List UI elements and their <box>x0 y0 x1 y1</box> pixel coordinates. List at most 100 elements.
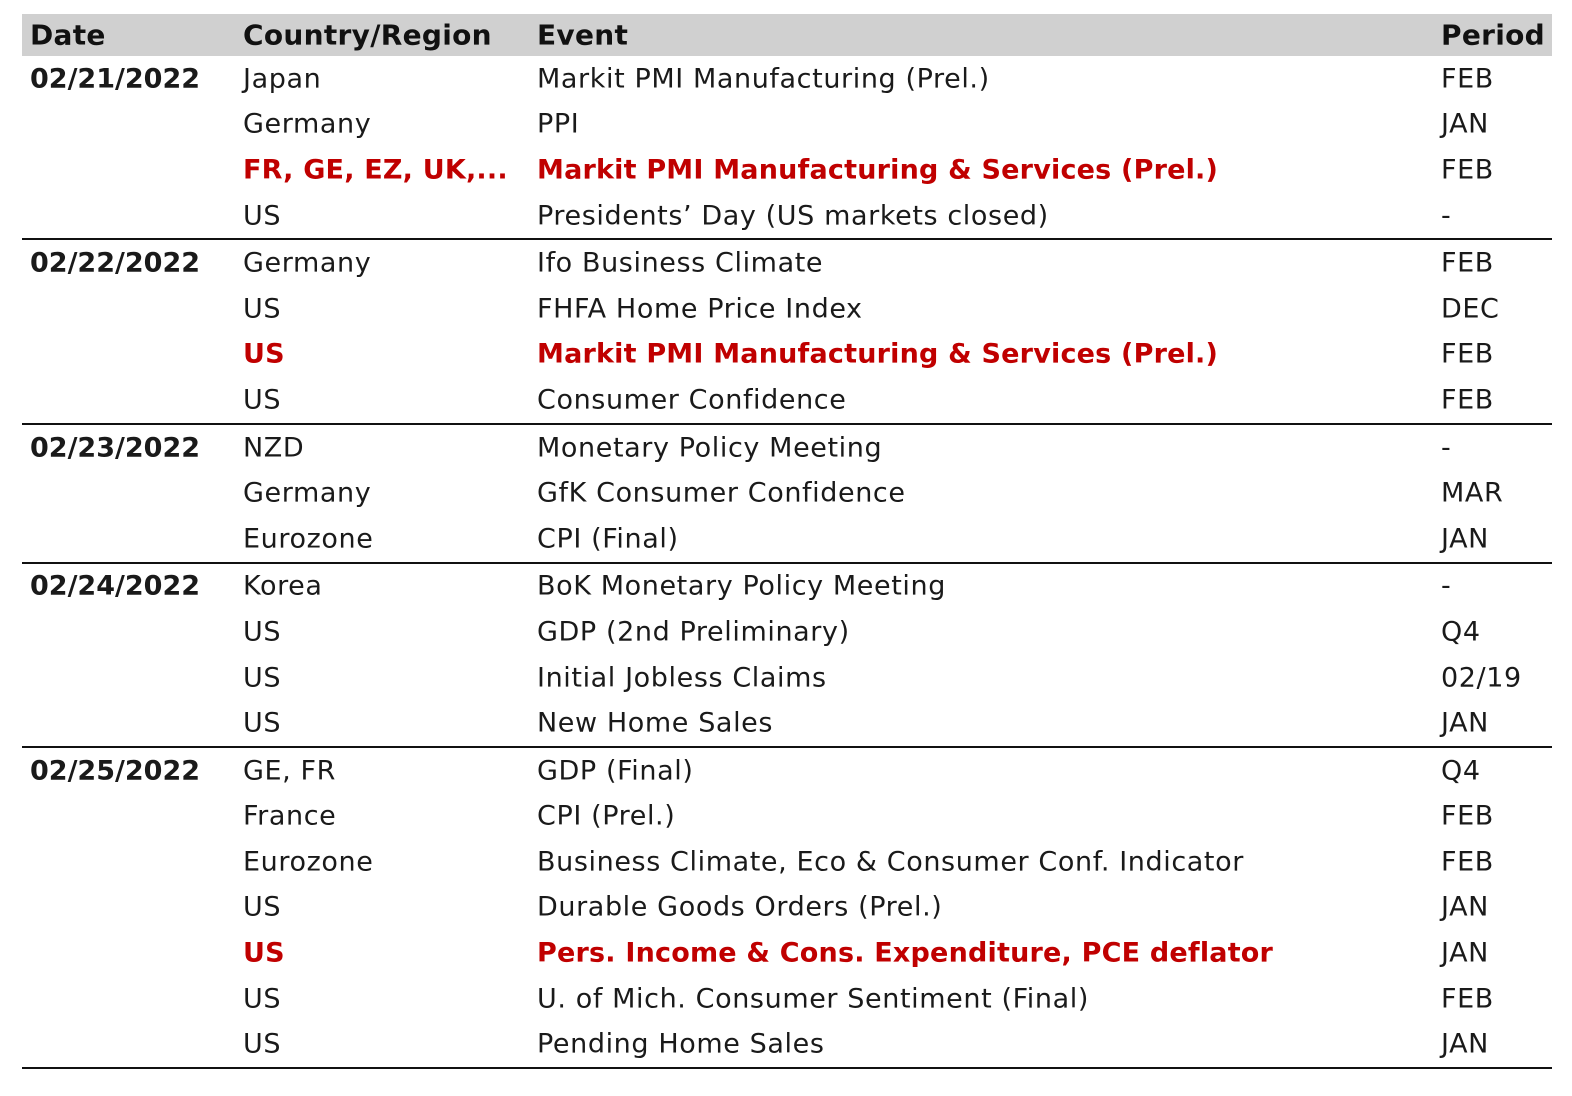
period-cell: JAN <box>1441 707 1489 739</box>
period-cell: DEC <box>1441 293 1500 325</box>
period-cell: JAN <box>1441 891 1489 923</box>
table-row: 02/21/2022 Japan Markit PMI Manufacturing … <box>22 56 1552 102</box>
event-cell: GDP (2nd Preliminary) <box>537 616 850 648</box>
event-cell: Markit PMI Manufacturing (Prel.) <box>537 63 990 95</box>
event-cell: Durable Goods Orders (Prel.) <box>537 891 943 923</box>
table-row: US Pending Home Sales JAN <box>22 1021 1552 1067</box>
event-cell: Monetary Policy Meeting <box>537 432 883 464</box>
period-cell: Q4 <box>1441 755 1481 787</box>
country-cell: France <box>243 800 337 832</box>
table-row: 02/22/2022 Germany Ifo Business Climate FEB <box>22 240 1552 286</box>
table-row: US Presidents’ Day (US markets closed) - <box>22 193 1552 239</box>
country-cell: US <box>243 1028 282 1060</box>
header-event: Event <box>537 18 629 52</box>
period-cell: JAN <box>1441 108 1489 140</box>
event-cell: Initial Jobless Claims <box>537 662 827 694</box>
event-cell: Pending Home Sales <box>537 1028 825 1060</box>
event-cell: Consumer Confidence <box>537 384 847 416</box>
period-cell: FEB <box>1441 247 1494 279</box>
event-cell: CPI (Final) <box>537 523 679 555</box>
event-cell: GfK Consumer Confidence <box>537 477 906 509</box>
header-date: Date <box>30 18 106 52</box>
country-cell: Germany <box>243 108 372 140</box>
country-cell: Germany <box>243 247 372 279</box>
date-cell: 02/25/2022 <box>30 755 201 787</box>
table-row: US Initial Jobless Claims 02/19 <box>22 655 1552 701</box>
country-cell: Korea <box>243 570 323 602</box>
period-cell: - <box>1441 432 1452 464</box>
date-group: 02/25/2022 GE, FR GDP (Final) Q4 France CPI (… <box>22 748 1552 1070</box>
event-cell: PPI <box>537 108 580 140</box>
event-cell: GDP (Final) <box>537 755 694 787</box>
period-cell: - <box>1441 200 1452 232</box>
table-row: US FHFA Home Price Index DEC <box>22 286 1552 332</box>
period-cell: FEB <box>1441 338 1494 370</box>
table-body: 02/21/2022 Japan Markit PMI Manufacturing … <box>22 56 1552 1070</box>
event-cell: FHFA Home Price Index <box>537 293 863 325</box>
period-cell: FEB <box>1441 846 1494 878</box>
table-row: US Pers. Income & Cons. Expenditure, PCE … <box>22 930 1552 976</box>
table-row: US Markit PMI Manufacturing & Services (P… <box>22 332 1552 378</box>
period-cell: FEB <box>1441 800 1494 832</box>
period-cell: FEB <box>1441 154 1494 186</box>
date-group: 02/24/2022 Korea BoK Monetary Policy Meeti… <box>22 564 1552 748</box>
date-group: 02/23/2022 NZD Monetary Policy Meeting - Ger… <box>22 425 1552 564</box>
country-cell: US <box>243 937 285 969</box>
event-cell: U. of Mich. Consumer Sentiment (Final) <box>537 983 1089 1015</box>
table-row: FR, GE, EZ, UK,... Markit PMI Manufacturi… <box>22 147 1552 193</box>
period-cell: FEB <box>1441 983 1494 1015</box>
country-cell: US <box>243 707 282 739</box>
country-cell: FR, GE, EZ, UK,... <box>243 154 508 186</box>
table-row: 02/24/2022 Korea BoK Monetary Policy Meeti… <box>22 564 1552 610</box>
event-cell: BoK Monetary Policy Meeting <box>537 570 946 602</box>
economic-calendar-table: Date Country/Region Event Period 02/21/2… <box>22 14 1552 1070</box>
date-group: 02/22/2022 Germany Ifo Business Climate FEB… <box>22 240 1552 425</box>
table-row: Eurozone CPI (Final) JAN <box>22 516 1552 562</box>
country-cell: NZD <box>243 432 305 464</box>
period-cell: - <box>1441 570 1452 602</box>
table-row: US New Home Sales JAN <box>22 700 1552 746</box>
table-row: US GDP (2nd Preliminary) Q4 <box>22 609 1552 655</box>
table-row: US Consumer Confidence FEB <box>22 377 1552 423</box>
event-cell: Presidents’ Day (US markets closed) <box>537 200 1049 232</box>
country-cell: Eurozone <box>243 523 374 555</box>
period-cell: JAN <box>1441 1028 1489 1060</box>
date-cell: 02/21/2022 <box>30 63 201 95</box>
header-period: Period <box>1441 18 1545 52</box>
event-cell: Markit PMI Manufacturing & Services (Pre… <box>537 154 1219 186</box>
period-cell: JAN <box>1441 937 1489 969</box>
country-cell: US <box>243 983 282 1015</box>
event-cell: Ifo Business Climate <box>537 247 824 279</box>
table-row: US Durable Goods Orders (Prel.) JAN <box>22 885 1552 931</box>
period-cell: FEB <box>1441 63 1494 95</box>
country-cell: Japan <box>243 63 322 95</box>
country-cell: US <box>243 293 282 325</box>
country-cell: US <box>243 891 282 923</box>
table-row: Eurozone Business Climate, Eco & Consumer… <box>22 839 1552 885</box>
date-cell: 02/22/2022 <box>30 247 201 279</box>
table-row: France CPI (Prel.) FEB <box>22 794 1552 840</box>
table-row: US U. of Mich. Consumer Sentiment (Final)… <box>22 976 1552 1022</box>
header-country: Country/Region <box>243 18 492 52</box>
country-cell: Germany <box>243 477 372 509</box>
table-row: 02/25/2022 GE, FR GDP (Final) Q4 <box>22 748 1552 794</box>
date-cell: 02/24/2022 <box>30 570 201 602</box>
country-cell: US <box>243 384 282 416</box>
period-cell: FEB <box>1441 384 1494 416</box>
period-cell: Q4 <box>1441 616 1481 648</box>
country-cell: US <box>243 200 282 232</box>
country-cell: US <box>243 662 282 694</box>
date-cell: 02/23/2022 <box>30 432 201 464</box>
table-row: 02/23/2022 NZD Monetary Policy Meeting - <box>22 425 1552 471</box>
event-cell: CPI (Prel.) <box>537 800 676 832</box>
period-cell: 02/19 <box>1441 662 1522 694</box>
event-cell: Markit PMI Manufacturing & Services (Pre… <box>537 338 1219 370</box>
country-cell: US <box>243 616 282 648</box>
event-cell: Pers. Income & Cons. Expenditure, PCE de… <box>537 937 1274 969</box>
country-cell: GE, FR <box>243 755 337 787</box>
date-group: 02/21/2022 Japan Markit PMI Manufacturing … <box>22 56 1552 241</box>
table-header: Date Country/Region Event Period <box>22 14 1552 56</box>
event-cell: Business Climate, Eco & Consumer Conf. I… <box>537 846 1244 878</box>
table-row: Germany PPI JAN <box>22 102 1552 148</box>
table-row: Germany GfK Consumer Confidence MAR <box>22 470 1552 516</box>
